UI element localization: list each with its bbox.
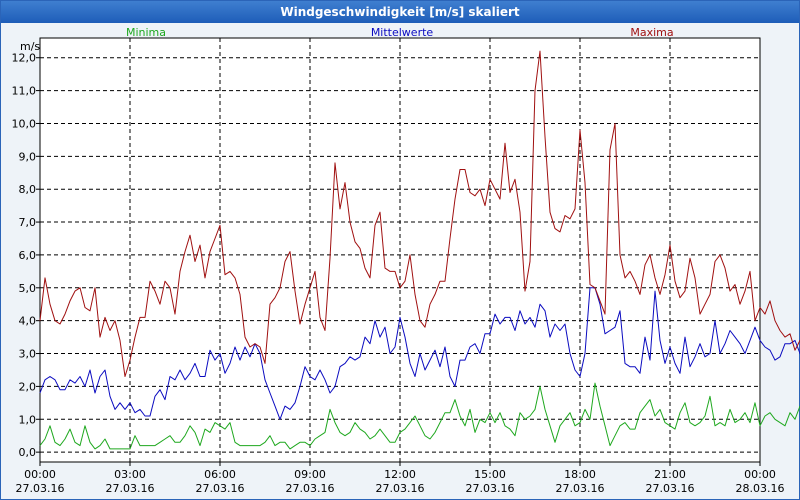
x-tick-time: 18:00 — [564, 468, 596, 481]
series-line-mittelwerte — [39, 287, 800, 420]
x-axis-ticks: 00:0027.03.1603:0027.03.1606:0027.03.160… — [16, 462, 785, 495]
y-tick-label: 8,0 — [19, 183, 37, 196]
x-tick-time: 06:00 — [204, 468, 236, 481]
y-tick-label: 4,0 — [19, 315, 37, 328]
x-tick-time: 03:00 — [114, 468, 146, 481]
y-tick-label: 0,0 — [19, 446, 37, 459]
window-title: Windgeschwindigkeit [m/s] skaliert — [1, 1, 799, 23]
legend-mittelwerte: Mittelwerte — [371, 26, 434, 39]
x-tick-time: 12:00 — [384, 468, 416, 481]
y-tick-label: 1,0 — [19, 413, 37, 426]
x-tick-date: 27.03.16 — [466, 482, 515, 495]
x-tick-date: 27.03.16 — [286, 482, 335, 495]
y-axis-ticks: 0,0 1,0 2,0 3,0 4,0 5,0 6,0 7,0 8,0 9,0 10,0 11,0 12… — [12, 52, 40, 459]
x-tick-time: 15:00 — [474, 468, 506, 481]
x-tick-date: 27.03.16 — [646, 482, 695, 495]
x-tick-date: 27.03.16 — [556, 482, 605, 495]
y-tick-label: 7,0 — [19, 216, 37, 229]
y-tick-label: 11,0 — [12, 85, 37, 98]
series-line-maxima — [39, 50, 800, 377]
series-lines — [39, 50, 800, 450]
y-tick-label: 12,0 — [12, 52, 37, 65]
y-tick-label: 10,0 — [12, 117, 37, 130]
x-tick-date: 27.03.16 — [106, 482, 155, 495]
x-tick-date: 27.03.16 — [196, 482, 245, 495]
wind-speed-chart: 0,0 1,0 2,0 3,0 4,0 5,0 6,0 7,0 8,0 9,0 10,0 11,0 12… — [12, 26, 800, 495]
x-tick-date: 27.03.16 — [376, 482, 425, 495]
y-tick-label: 3,0 — [19, 348, 37, 361]
y-tick-label: 5,0 — [19, 282, 37, 295]
y-tick-label: 9,0 — [19, 150, 37, 163]
legend-minima: Minima — [126, 26, 166, 39]
series-line-minima — [39, 382, 800, 450]
x-tick-time: 00:00 — [24, 468, 56, 481]
y-tick-label: 6,0 — [19, 249, 37, 262]
x-tick-time: 00:00 — [744, 468, 776, 481]
legend-maxima: Maxima — [630, 26, 673, 39]
y-axis-label: m/s — [20, 40, 40, 53]
x-tick-time: 21:00 — [654, 468, 686, 481]
x-tick-date: 27.03.16 — [16, 482, 65, 495]
grid-lines — [39, 37, 761, 463]
y-tick-label: 2,0 — [19, 380, 37, 393]
x-tick-date: 28.03.16 — [736, 482, 785, 495]
x-tick-time: 09:00 — [294, 468, 326, 481]
